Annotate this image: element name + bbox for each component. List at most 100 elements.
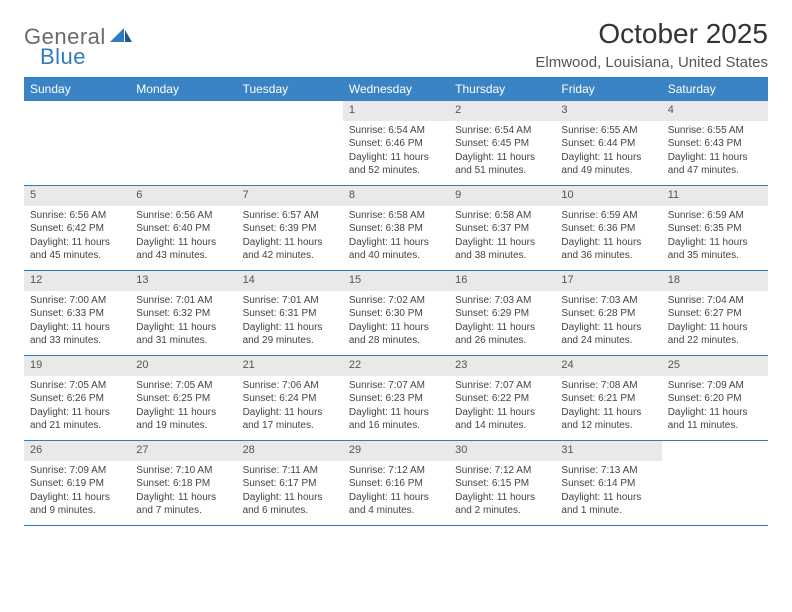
sunrise-text: Sunrise: 7:09 AM bbox=[30, 464, 124, 478]
sunrise-text: Sunrise: 7:13 AM bbox=[561, 464, 655, 478]
sunset-text: Sunset: 6:37 PM bbox=[455, 222, 549, 236]
sunrise-text: Sunrise: 6:55 AM bbox=[561, 124, 655, 138]
daylight-text: Daylight: 11 hours and 35 minutes. bbox=[668, 236, 762, 263]
day-cell: 8Sunrise: 6:58 AMSunset: 6:38 PMDaylight… bbox=[343, 186, 449, 270]
daylight-text: Daylight: 11 hours and 42 minutes. bbox=[243, 236, 337, 263]
sunrise-text: Sunrise: 7:07 AM bbox=[349, 379, 443, 393]
dow-friday: Friday bbox=[555, 78, 661, 101]
daylight-text: Daylight: 11 hours and 49 minutes. bbox=[561, 151, 655, 178]
sunset-text: Sunset: 6:20 PM bbox=[668, 392, 762, 406]
sunset-text: Sunset: 6:24 PM bbox=[243, 392, 337, 406]
sunrise-text: Sunrise: 6:55 AM bbox=[668, 124, 762, 138]
day-number: 10 bbox=[555, 186, 661, 206]
day-number: 5 bbox=[24, 186, 130, 206]
day-details: Sunrise: 7:06 AMSunset: 6:24 PMDaylight:… bbox=[237, 376, 343, 439]
day-cell: 14Sunrise: 7:01 AMSunset: 6:31 PMDayligh… bbox=[237, 271, 343, 355]
day-number: 1 bbox=[343, 101, 449, 121]
day-details: Sunrise: 6:58 AMSunset: 6:38 PMDaylight:… bbox=[343, 206, 449, 269]
sunset-text: Sunset: 6:30 PM bbox=[349, 307, 443, 321]
day-details: Sunrise: 6:58 AMSunset: 6:37 PMDaylight:… bbox=[449, 206, 555, 269]
day-number: 15 bbox=[343, 271, 449, 291]
day-cell: 6Sunrise: 6:56 AMSunset: 6:40 PMDaylight… bbox=[130, 186, 236, 270]
week-row: 19Sunrise: 7:05 AMSunset: 6:26 PMDayligh… bbox=[24, 356, 768, 441]
sunrise-text: Sunrise: 6:56 AM bbox=[136, 209, 230, 223]
sunrise-text: Sunrise: 7:01 AM bbox=[243, 294, 337, 308]
day-number: 20 bbox=[130, 356, 236, 376]
sunset-text: Sunset: 6:18 PM bbox=[136, 477, 230, 491]
day-details: Sunrise: 7:00 AMSunset: 6:33 PMDaylight:… bbox=[24, 291, 130, 354]
sunset-text: Sunset: 6:32 PM bbox=[136, 307, 230, 321]
daylight-text: Daylight: 11 hours and 1 minute. bbox=[561, 491, 655, 518]
day-number: 16 bbox=[449, 271, 555, 291]
sunset-text: Sunset: 6:40 PM bbox=[136, 222, 230, 236]
day-details: Sunrise: 7:12 AMSunset: 6:15 PMDaylight:… bbox=[449, 461, 555, 524]
day-number: 6 bbox=[130, 186, 236, 206]
day-number: 24 bbox=[555, 356, 661, 376]
day-cell: 3Sunrise: 6:55 AMSunset: 6:44 PMDaylight… bbox=[555, 101, 661, 185]
sunset-text: Sunset: 6:42 PM bbox=[30, 222, 124, 236]
day-cell: 5Sunrise: 6:56 AMSunset: 6:42 PMDaylight… bbox=[24, 186, 130, 270]
daylight-text: Daylight: 11 hours and 17 minutes. bbox=[243, 406, 337, 433]
calendar-page: General Blue October 2025 Elmwood, Louis… bbox=[0, 0, 792, 546]
sunrise-text: Sunrise: 7:04 AM bbox=[668, 294, 762, 308]
daylight-text: Daylight: 11 hours and 28 minutes. bbox=[349, 321, 443, 348]
day-number: 12 bbox=[24, 271, 130, 291]
sunrise-text: Sunrise: 7:11 AM bbox=[243, 464, 337, 478]
day-details: Sunrise: 6:55 AMSunset: 6:43 PMDaylight:… bbox=[662, 121, 768, 184]
day-cell: 31Sunrise: 7:13 AMSunset: 6:14 PMDayligh… bbox=[555, 441, 661, 525]
sunrise-text: Sunrise: 6:59 AM bbox=[561, 209, 655, 223]
day-cell: 27Sunrise: 7:10 AMSunset: 6:18 PMDayligh… bbox=[130, 441, 236, 525]
sunset-text: Sunset: 6:28 PM bbox=[561, 307, 655, 321]
daylight-text: Daylight: 11 hours and 4 minutes. bbox=[349, 491, 443, 518]
sunset-text: Sunset: 6:31 PM bbox=[243, 307, 337, 321]
daylight-text: Daylight: 11 hours and 47 minutes. bbox=[668, 151, 762, 178]
sunset-text: Sunset: 6:46 PM bbox=[349, 137, 443, 151]
daylight-text: Daylight: 11 hours and 52 minutes. bbox=[349, 151, 443, 178]
day-number: 4 bbox=[662, 101, 768, 121]
day-number: 29 bbox=[343, 441, 449, 461]
logo: General Blue bbox=[24, 18, 132, 50]
day-cell bbox=[130, 101, 236, 185]
day-details: Sunrise: 7:08 AMSunset: 6:21 PMDaylight:… bbox=[555, 376, 661, 439]
sunset-text: Sunset: 6:29 PM bbox=[455, 307, 549, 321]
daylight-text: Daylight: 11 hours and 26 minutes. bbox=[455, 321, 549, 348]
day-details: Sunrise: 6:56 AMSunset: 6:42 PMDaylight:… bbox=[24, 206, 130, 269]
day-number: 18 bbox=[662, 271, 768, 291]
day-cell bbox=[237, 101, 343, 185]
dow-tuesday: Tuesday bbox=[237, 78, 343, 101]
day-number: 8 bbox=[343, 186, 449, 206]
day-cell: 10Sunrise: 6:59 AMSunset: 6:36 PMDayligh… bbox=[555, 186, 661, 270]
sunrise-text: Sunrise: 6:58 AM bbox=[349, 209, 443, 223]
daylight-text: Daylight: 11 hours and 45 minutes. bbox=[30, 236, 124, 263]
week-row: 1Sunrise: 6:54 AMSunset: 6:46 PMDaylight… bbox=[24, 101, 768, 186]
day-number: 27 bbox=[130, 441, 236, 461]
day-details: Sunrise: 7:11 AMSunset: 6:17 PMDaylight:… bbox=[237, 461, 343, 524]
sunrise-text: Sunrise: 7:03 AM bbox=[455, 294, 549, 308]
sunset-text: Sunset: 6:26 PM bbox=[30, 392, 124, 406]
sunset-text: Sunset: 6:43 PM bbox=[668, 137, 762, 151]
day-details: Sunrise: 7:05 AMSunset: 6:25 PMDaylight:… bbox=[130, 376, 236, 439]
sunrise-text: Sunrise: 7:12 AM bbox=[455, 464, 549, 478]
week-row: 5Sunrise: 6:56 AMSunset: 6:42 PMDaylight… bbox=[24, 186, 768, 271]
sunset-text: Sunset: 6:23 PM bbox=[349, 392, 443, 406]
sunrise-text: Sunrise: 7:05 AM bbox=[136, 379, 230, 393]
day-number: 23 bbox=[449, 356, 555, 376]
dow-monday: Monday bbox=[130, 78, 236, 101]
day-cell: 20Sunrise: 7:05 AMSunset: 6:25 PMDayligh… bbox=[130, 356, 236, 440]
day-details: Sunrise: 6:54 AMSunset: 6:46 PMDaylight:… bbox=[343, 121, 449, 184]
day-cell: 26Sunrise: 7:09 AMSunset: 6:19 PMDayligh… bbox=[24, 441, 130, 525]
day-cell: 28Sunrise: 7:11 AMSunset: 6:17 PMDayligh… bbox=[237, 441, 343, 525]
daylight-text: Daylight: 11 hours and 38 minutes. bbox=[455, 236, 549, 263]
day-details: Sunrise: 7:09 AMSunset: 6:20 PMDaylight:… bbox=[662, 376, 768, 439]
sunset-text: Sunset: 6:38 PM bbox=[349, 222, 443, 236]
sunrise-text: Sunrise: 7:10 AM bbox=[136, 464, 230, 478]
day-number: 17 bbox=[555, 271, 661, 291]
day-cell: 4Sunrise: 6:55 AMSunset: 6:43 PMDaylight… bbox=[662, 101, 768, 185]
sunrise-text: Sunrise: 7:01 AM bbox=[136, 294, 230, 308]
daylight-text: Daylight: 11 hours and 12 minutes. bbox=[561, 406, 655, 433]
sunset-text: Sunset: 6:36 PM bbox=[561, 222, 655, 236]
title-block: October 2025 Elmwood, Louisiana, United … bbox=[535, 18, 768, 71]
daylight-text: Daylight: 11 hours and 24 minutes. bbox=[561, 321, 655, 348]
sunrise-text: Sunrise: 6:58 AM bbox=[455, 209, 549, 223]
logo-sail-icon bbox=[110, 28, 132, 44]
